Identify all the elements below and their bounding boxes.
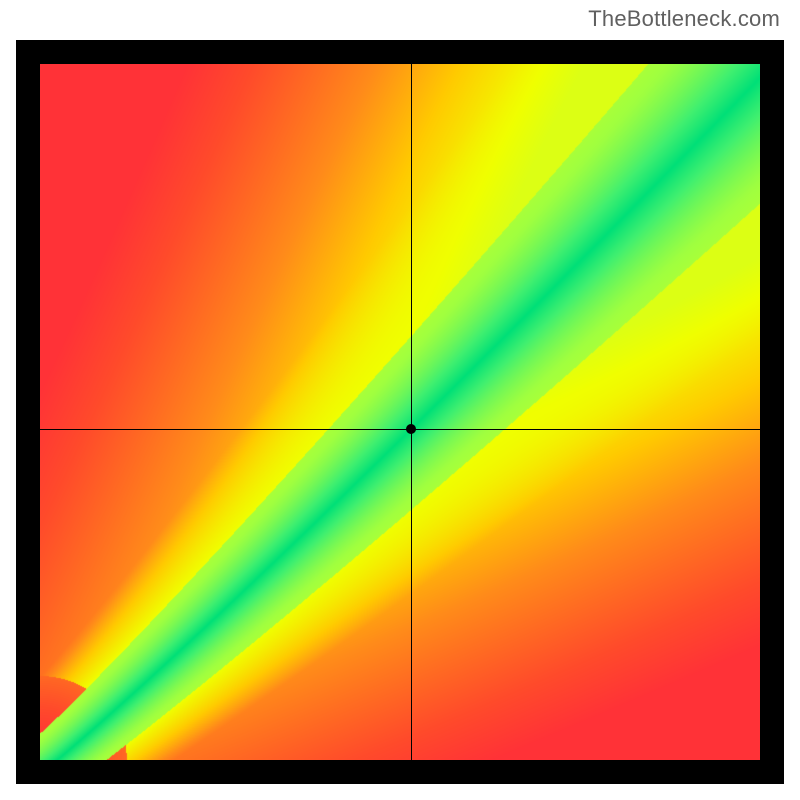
crosshair-horizontal-line bbox=[40, 429, 760, 430]
crosshair-vertical-line bbox=[411, 64, 412, 760]
heatmap-plot-area bbox=[40, 64, 760, 760]
heatmap-frame bbox=[16, 40, 784, 784]
watermark-text: TheBottleneck.com bbox=[588, 6, 780, 32]
heatmap-canvas bbox=[40, 64, 760, 760]
